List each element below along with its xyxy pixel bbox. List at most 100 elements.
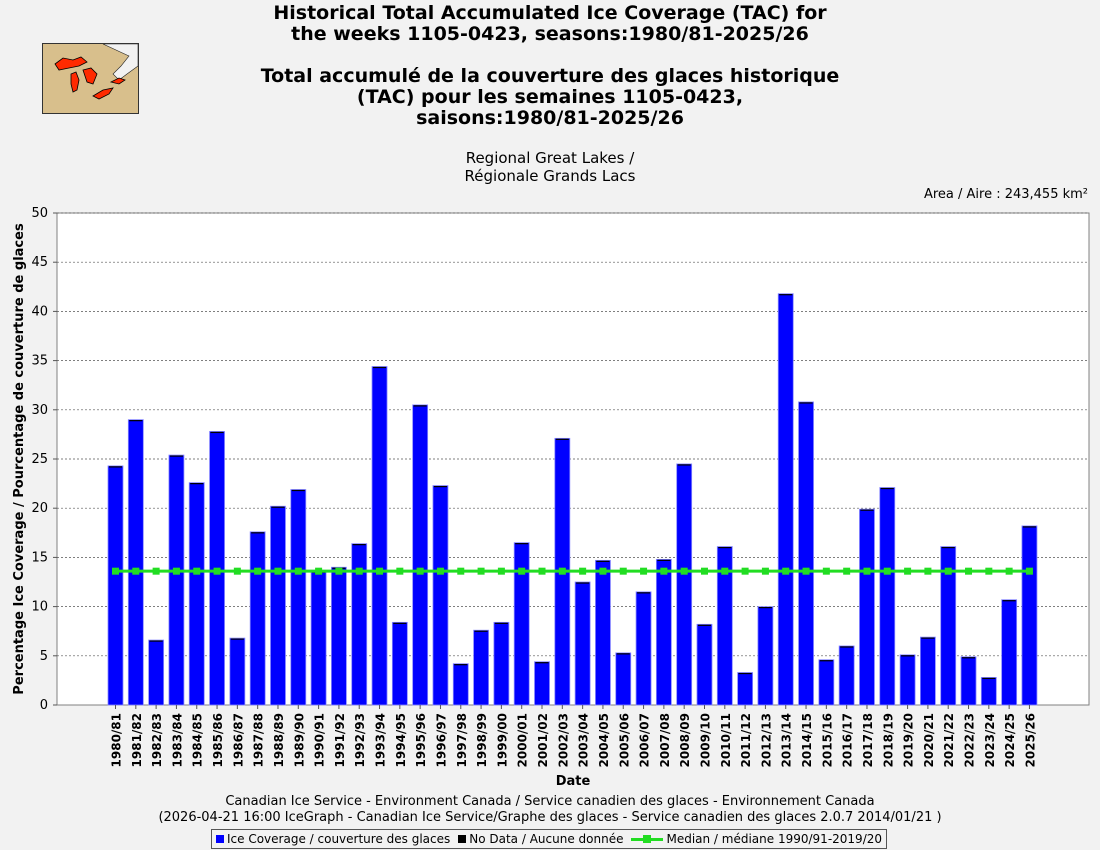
x-tick-label: 1997/98 <box>455 713 469 767</box>
median-point <box>274 567 282 575</box>
legend-median-swatch <box>631 835 664 843</box>
x-tick-label: 1994/95 <box>394 713 408 767</box>
x-tick-label: 2007/08 <box>658 713 672 767</box>
y-tick-label: 45 <box>31 255 48 270</box>
y-tick-label: 15 <box>31 550 48 565</box>
bar-1994-95 <box>391 621 408 706</box>
x-tick-label: 1981/82 <box>130 713 144 767</box>
legend-ice-coverage: Ice Coverage / couverture des glaces <box>216 832 450 846</box>
median-point <box>152 567 160 575</box>
y-tick-label: 5 <box>40 649 48 664</box>
median-point <box>497 567 505 575</box>
title-en-line2: the weeks 1105-0423, seasons:1980/81-202… <box>291 23 809 45</box>
y-tick-label: 30 <box>31 403 48 418</box>
x-tick-label: 2008/09 <box>678 713 692 767</box>
bar-2005-06 <box>615 652 632 706</box>
median-point <box>477 567 485 575</box>
bar-2016-17 <box>838 645 855 706</box>
x-tick-label: 1989/90 <box>292 713 306 767</box>
chart-legend: Ice Coverage / couverture des glaces No … <box>211 829 887 849</box>
bar-2004-05 <box>595 559 611 706</box>
x-tick-label: 2019/20 <box>902 713 916 767</box>
median-point <box>538 567 546 575</box>
x-tick-label: 2015/16 <box>820 713 834 767</box>
x-tick-label: 2024/25 <box>1003 713 1017 767</box>
bar-1993-94 <box>371 366 388 706</box>
x-tick-label: 2017/18 <box>861 713 875 767</box>
x-tick-label: 2010/11 <box>719 713 733 767</box>
median-point <box>213 567 221 575</box>
median-point <box>376 567 384 575</box>
bar-1984-85 <box>188 482 205 706</box>
median-point <box>782 567 790 575</box>
y-tick-label: 25 <box>31 452 48 467</box>
x-tick-label: 1998/99 <box>475 713 489 767</box>
legend-ice-swatch <box>216 835 224 843</box>
median-point <box>944 567 952 575</box>
x-tick-label: 1999/00 <box>495 713 509 767</box>
x-tick-label: 2005/06 <box>617 713 631 767</box>
bar-2015-16 <box>818 659 835 706</box>
bar-2013-14 <box>777 293 794 706</box>
title-fr-line2: (TAC) pour les semaines 1105-0423, <box>356 86 744 108</box>
legend-nodata-label: No Data / Aucune donnée <box>469 832 624 846</box>
x-tick-label: 2022/23 <box>963 713 977 767</box>
median-point <box>985 567 993 575</box>
x-tick-label: 1983/84 <box>170 713 184 767</box>
x-tick-label: 1993/94 <box>374 713 388 767</box>
title-fr-line1: Total accumulé de la couverture des glac… <box>260 65 840 87</box>
title-en-line1: Historical Total Accumulated Ice Coverag… <box>273 2 827 24</box>
legend-median-label: Median / médiane 1990/91-2019/20 <box>666 832 882 846</box>
x-tick-label: 2020/21 <box>922 713 936 767</box>
median-point <box>294 567 302 575</box>
median-point <box>700 567 708 575</box>
x-tick-label: 2021/22 <box>942 713 956 767</box>
median-point <box>396 567 404 575</box>
x-tick-label: 2025/26 <box>1023 713 1037 767</box>
bar-2024-25 <box>1001 599 1018 706</box>
bar-1990-91 <box>310 570 327 706</box>
median-point <box>132 567 140 575</box>
bar-2001-02 <box>534 661 550 706</box>
x-tick-label: 2009/10 <box>698 713 712 767</box>
x-tick-label: 2004/05 <box>597 713 611 767</box>
chart-title-french: Total accumulé de la couverture des glac… <box>0 66 1100 129</box>
median-point <box>254 567 262 575</box>
bars <box>107 293 1038 706</box>
x-axis-ticks: 1980/81 1981/82 1982/83 1983/84 1984/85 1985/… <box>110 705 1037 767</box>
bar-1996-97 <box>432 485 449 706</box>
x-axis-label: Date <box>556 774 591 789</box>
median-line-group <box>112 567 1033 575</box>
bar-1991-92 <box>331 566 347 706</box>
legend-no-data: No Data / Aucune donnée <box>458 832 623 846</box>
bar-2011-12 <box>737 672 754 706</box>
area-label: Area / Aire : 243,455 km² <box>923 187 1088 202</box>
x-tick-label: 1985/86 <box>211 713 225 767</box>
x-tick-label: 2023/24 <box>983 713 997 767</box>
bar-1989-90 <box>290 489 307 706</box>
x-tick-label: 1995/96 <box>414 713 428 767</box>
median-point <box>965 567 973 575</box>
median-point <box>172 567 180 575</box>
median-point <box>904 567 912 575</box>
legend-ice-label: Ice Coverage / couverture des glaces <box>227 832 451 846</box>
median-point <box>233 567 241 575</box>
median-point <box>721 567 729 575</box>
median-point <box>883 567 891 575</box>
x-tick-label: 2018/19 <box>881 713 895 767</box>
median-point <box>518 567 526 575</box>
bar-2008-09 <box>676 463 693 706</box>
bar-1988-89 <box>270 505 286 706</box>
region-line2: Régionale Grands Lacs <box>464 167 636 185</box>
bar-2018-19 <box>879 487 896 706</box>
bar-2022-23 <box>960 656 977 706</box>
region-subtitle: Regional Great Lakes / Régionale Grands … <box>0 149 1100 185</box>
y-tick-label: 35 <box>31 354 48 369</box>
y-tick-label: 10 <box>31 600 48 615</box>
grid-lines <box>57 212 1089 657</box>
bar-2025-26 <box>1021 525 1038 706</box>
median-point <box>822 567 830 575</box>
x-tick-label: 2011/12 <box>739 713 753 767</box>
x-tick-label: 2003/04 <box>577 713 591 767</box>
median-point <box>599 567 607 575</box>
